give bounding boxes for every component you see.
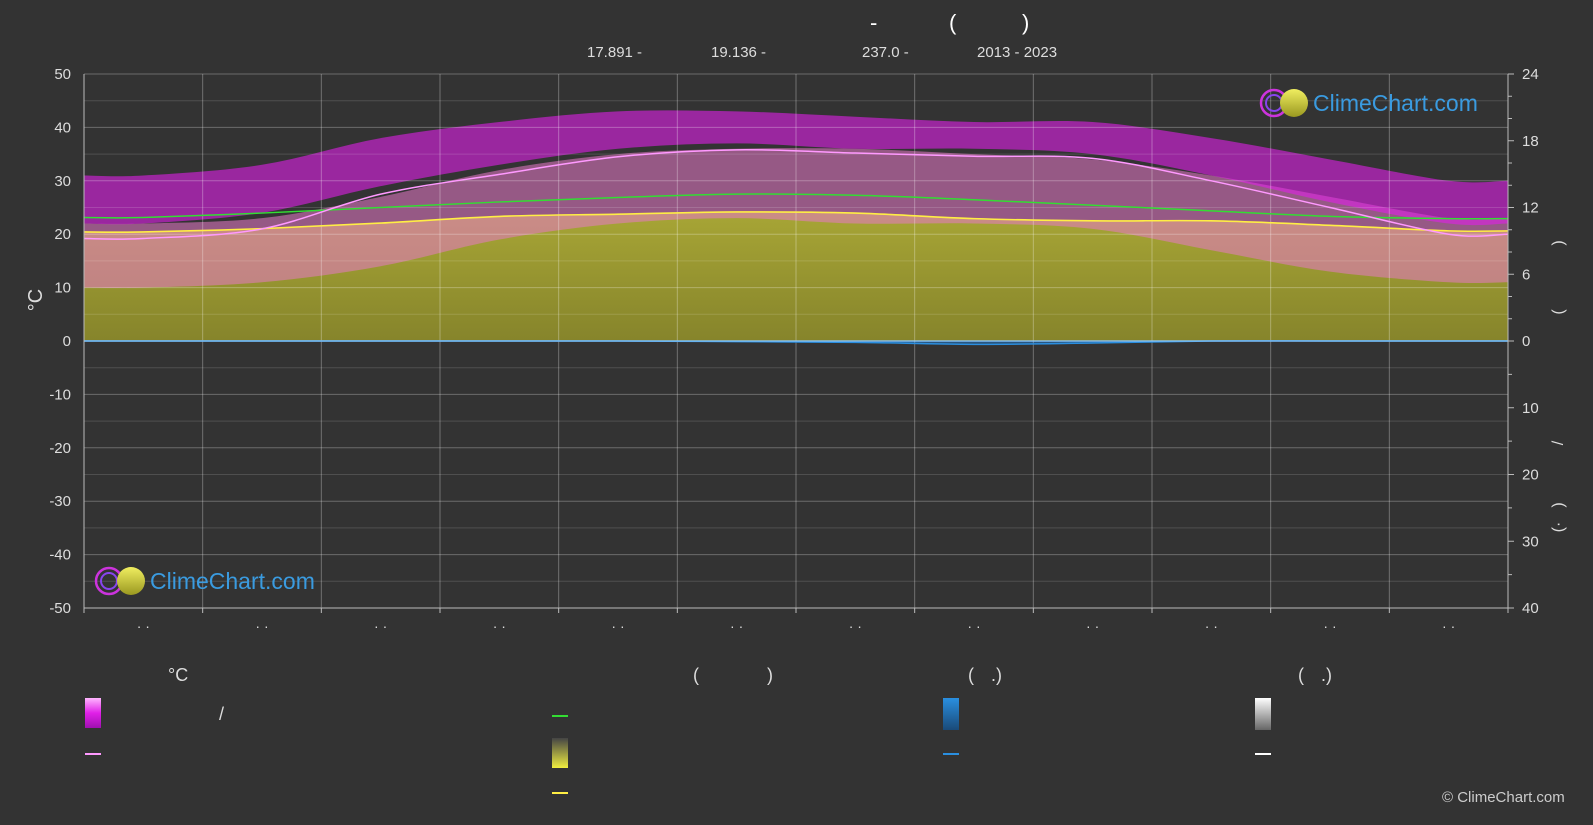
chart-title-close-paren: ) (1022, 10, 1030, 35)
x-tick-label: · · (1442, 618, 1455, 634)
copyright: © ClimeChart.com (1442, 789, 1565, 806)
watermark-logo-bottom: ClimeChart.com (94, 566, 315, 596)
x-tick-label: · · (611, 618, 624, 634)
y3-tick-label: 20 (1522, 467, 1539, 484)
legend-header-sun-open: ( (693, 665, 699, 685)
y3-tick-label: 30 (1522, 533, 1539, 550)
y3-tick-label: 10 (1522, 400, 1539, 417)
legend-label-temp-range: / (219, 704, 225, 724)
legend-line-snow (1255, 753, 1271, 755)
y-axis-label: °C (25, 289, 47, 311)
y2-axis-label-fragment: (· (1550, 522, 1567, 533)
y2-axis-label-fragment: ) (1550, 502, 1567, 507)
legend-line-day-length (552, 715, 568, 717)
x-tick-label: · · (730, 618, 743, 634)
subtitle-longitude: 19.136 - (711, 44, 767, 61)
legend-swatch-sunshine (552, 738, 568, 768)
legend-header-rain-open: ( (968, 665, 974, 685)
y-tick-label: 50 (54, 66, 71, 83)
legend-header-snow-close: .) (1321, 665, 1332, 685)
y-tick-label: 30 (54, 173, 71, 190)
legend-header-temperature: °C (168, 665, 189, 685)
y3-tick-label: 40 (1522, 600, 1539, 617)
y2-axis-label-fragment: / (1550, 440, 1567, 445)
min-temp-band (84, 148, 1508, 288)
legend-header-sun-close: ) (767, 665, 773, 685)
climate-chart: 50 40 30 20 10 0 -10 -20 -30 -40 -50 24 18 12 6 0 10 20 30… (25, 66, 1567, 634)
legend-header-snow-open: ( (1298, 665, 1304, 685)
x-tick-label: · · (493, 618, 506, 634)
y-tick-label: -50 (49, 600, 71, 617)
legend-line-sunshine (552, 792, 568, 794)
y-tick-label: 10 (54, 280, 71, 297)
y-tick-label: 0 (63, 333, 71, 350)
x-tick-label: · · (1205, 618, 1218, 634)
legend-line-rain (943, 753, 959, 755)
y-tick-label: 40 (54, 119, 71, 136)
sunshine-line (83, 211, 1509, 234)
y-tick-label: -30 (49, 493, 71, 510)
y-tick-label: -40 (49, 547, 71, 564)
y2-tick-label: 18 (1522, 133, 1539, 150)
y2-axis-label-fragment: ) (1550, 240, 1567, 245)
y2-axis-label-fragment: ( (1550, 309, 1567, 315)
chart-title-open-paren: ( (949, 10, 957, 35)
x-tick-label: · · (967, 618, 980, 634)
chart-title-dash: - (870, 10, 878, 35)
legend-swatch-temp-range (85, 698, 101, 728)
y2-tick-label: 6 (1522, 266, 1530, 283)
x-tick-label: · · (1086, 618, 1099, 634)
x-tick-label: · · (849, 618, 862, 634)
subtitle-latitude: 17.891 - (587, 44, 643, 61)
subtitle-years: 2013 - 2023 (977, 44, 1058, 61)
day-length-line (83, 193, 1509, 220)
y-tick-label: 20 (54, 226, 71, 243)
max-temp-line (83, 148, 1509, 240)
legend-line-max-mean (85, 753, 101, 755)
max-temp-band (84, 110, 1508, 226)
y2-tick-label: 12 (1522, 200, 1539, 217)
watermark-text-top: ClimeChart.com (1313, 90, 1478, 116)
watermark-logo-top: ClimeChart.com (1259, 88, 1478, 118)
subtitle-elevation: 237.0 - (862, 44, 909, 61)
x-tick-label: · · (255, 618, 268, 634)
y-tick-label: -20 (49, 440, 71, 457)
y-tick-label: -10 (49, 386, 71, 403)
y2-tick-label: 0 (1522, 333, 1530, 350)
x-tick-label: · · (374, 618, 387, 634)
watermark-text-bottom: ClimeChart.com (150, 568, 315, 594)
y2-tick-label: 24 (1522, 66, 1539, 83)
legend-header-rain-close: .) (991, 665, 1002, 685)
legend-swatch-snow (1255, 698, 1271, 730)
x-tick-label: · · (137, 618, 150, 634)
x-tick-label: · · (1323, 618, 1336, 634)
legend-swatch-rain (943, 698, 959, 730)
